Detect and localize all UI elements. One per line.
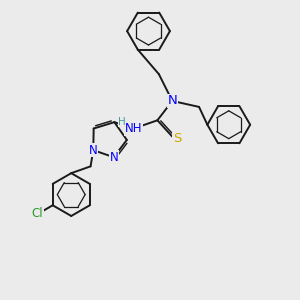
Text: H: H	[118, 117, 126, 127]
Text: N: N	[89, 144, 98, 157]
Text: Cl: Cl	[32, 207, 44, 220]
Text: N: N	[167, 94, 177, 107]
Text: NH: NH	[125, 122, 142, 135]
Text: S: S	[173, 132, 181, 145]
Text: N: N	[110, 151, 118, 164]
